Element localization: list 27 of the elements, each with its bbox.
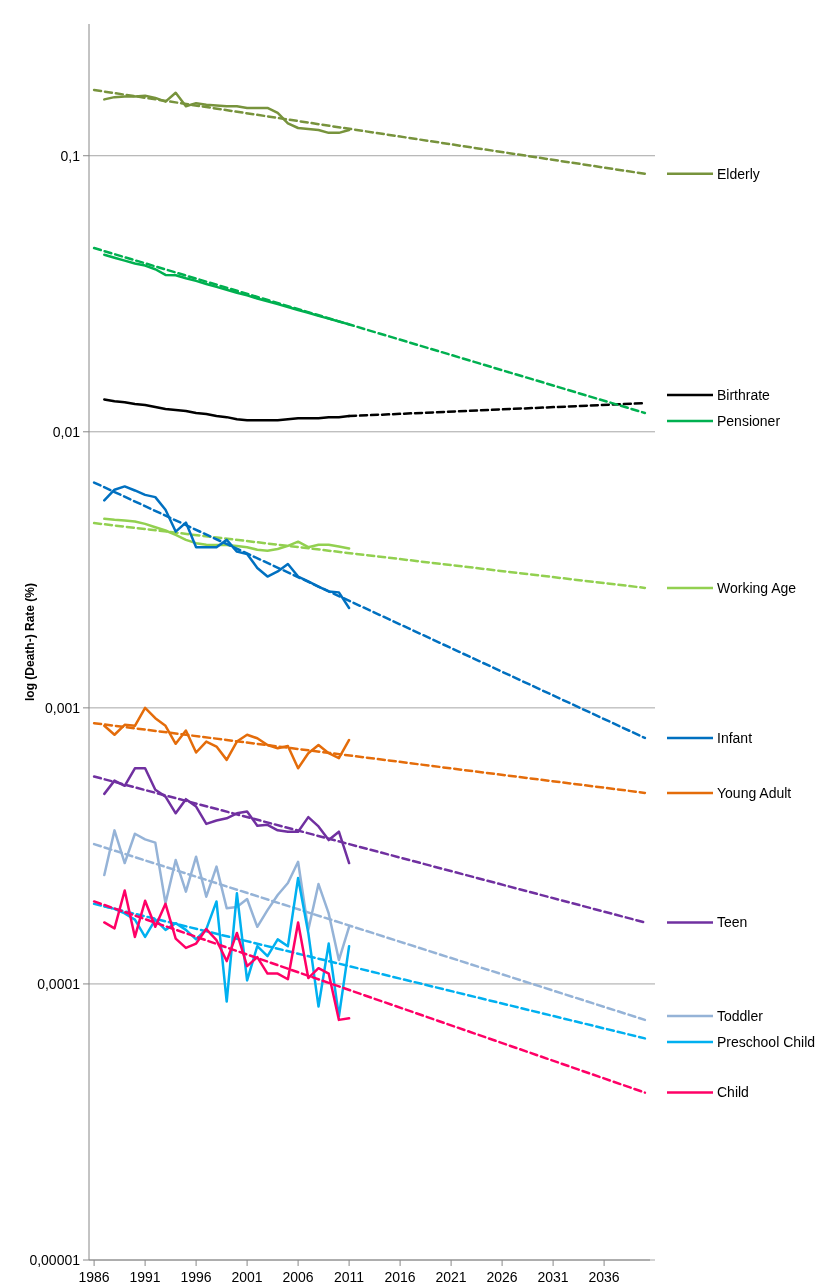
y-tick-label: 0,01: [52, 423, 81, 440]
legend-label: Infant: [717, 729, 753, 746]
legend-label: Child: [717, 1084, 749, 1101]
x-tick-label: 2006: [282, 1269, 314, 1285]
legend-label: Teen: [717, 914, 748, 931]
y-axis-title: log (Death-) Rate (%): [23, 583, 37, 701]
y-tick-label: 0,0001: [37, 975, 81, 992]
y-tick-label: 0,001: [44, 699, 81, 716]
y-tick-label: 0,00001: [29, 1251, 81, 1268]
x-tick-label: 2016: [384, 1269, 416, 1285]
x-tick-label: 1986: [78, 1269, 110, 1285]
x-tick-label: 2001: [231, 1269, 263, 1285]
x-tick-label: 2036: [588, 1269, 620, 1285]
x-tick-label: 2031: [537, 1269, 569, 1285]
legend-label: Preschool Child: [717, 1034, 816, 1051]
legend-label: Elderly: [717, 165, 760, 182]
legend-label: Working Age: [717, 579, 797, 596]
legend-label: Pensioner: [717, 412, 781, 429]
y-tick-label: 0,1: [60, 147, 81, 164]
x-tick-label: 1991: [129, 1269, 161, 1285]
x-tick-label: 2011: [334, 1269, 365, 1285]
legend-label: Birthrate: [717, 386, 771, 403]
x-tick-label: 2021: [435, 1269, 467, 1285]
legend-label: Young Adult: [717, 784, 792, 801]
x-tick-label: 1996: [180, 1269, 212, 1285]
legend-label: Toddler: [717, 1008, 764, 1025]
x-tick-label: 2026: [486, 1269, 518, 1285]
